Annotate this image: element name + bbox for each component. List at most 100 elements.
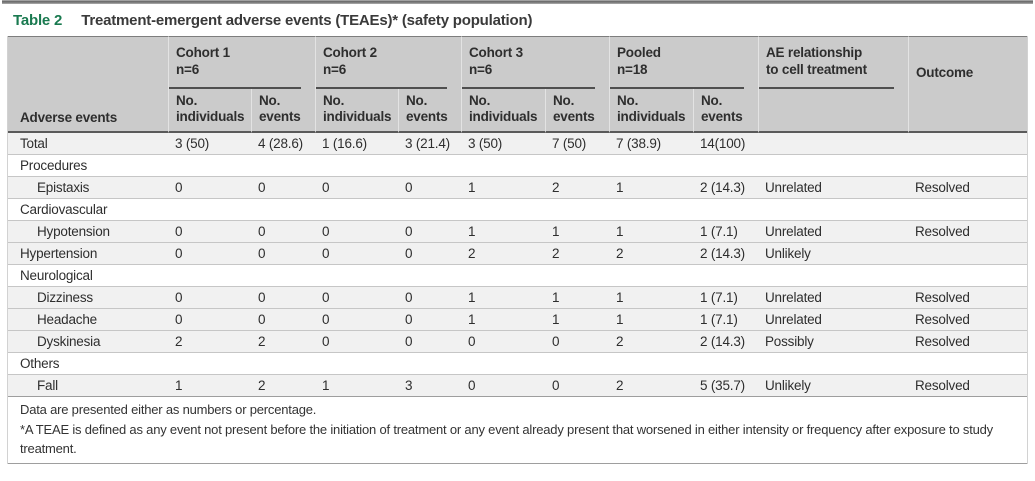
outcome-cell: Resolved	[908, 375, 1027, 397]
cohort-2-n: n=6	[323, 62, 347, 77]
relationship-cell: Unlikely	[758, 375, 908, 397]
value-cell: 14(100)	[693, 133, 758, 155]
value-cell: 0	[251, 221, 315, 243]
value-cell: 1	[168, 375, 251, 397]
value-cell: 0	[461, 331, 545, 353]
relationship-cell: Unlikely	[758, 243, 908, 265]
column-header-c3-events: No. events	[545, 89, 609, 133]
column-header-c1-events: No. events	[251, 89, 315, 133]
value-cell: 0	[398, 309, 461, 331]
value-cell: 5 (35.7)	[693, 375, 758, 397]
value-cell: 2 (14.3)	[693, 331, 758, 353]
cohort-1-name: Cohort 1	[176, 45, 230, 60]
adverse-event-label: Dyskinesia	[8, 331, 168, 353]
pooled-n: n=18	[617, 62, 648, 77]
data-row: Epistaxis 0 0 0 0 1 2 1 2 (14.3) Unrelated Resolve…	[8, 177, 1027, 199]
column-header-pooled-individuals: No. individuals	[609, 89, 693, 133]
outcome-label: Outcome	[916, 65, 974, 80]
value-cell: 1 (7.1)	[693, 287, 758, 309]
column-header-c1-individuals: No. individuals	[168, 89, 251, 133]
value-cell: 1 (7.1)	[693, 221, 758, 243]
value-cell: 1 (7.1)	[693, 309, 758, 331]
value-cell: 3 (50)	[461, 133, 545, 155]
value-cell: 1	[461, 177, 545, 199]
footnote-data-presentation: Data are presented either as numbers or …	[20, 402, 317, 417]
value-cell: 2 (14.3)	[693, 243, 758, 265]
adverse-event-label: Epistaxis	[8, 177, 168, 199]
value-cell: 0	[251, 177, 315, 199]
value-cell: 7 (38.9)	[609, 133, 693, 155]
value-cell: 4 (28.6)	[251, 133, 315, 155]
value-cell: 2	[609, 243, 693, 265]
value-cell: 0	[168, 221, 251, 243]
column-group-cohort-1: Cohort 1 n=6	[168, 36, 315, 89]
adverse-events-label: Adverse events	[20, 110, 118, 125]
outcome-cell: Resolved	[908, 287, 1027, 309]
category-row: Procedures	[8, 155, 1027, 177]
value-cell: 1	[545, 309, 609, 331]
value-cell: 0	[398, 177, 461, 199]
sub-header-row: No. individuals No. events No. individuals …	[8, 89, 1027, 133]
column-group-cohort-3: Cohort 3 n=6	[461, 36, 609, 89]
data-row: Total 3 (50) 4 (28.6) 1 (16.6) 3 (21.4) 3 (50…	[8, 133, 1027, 155]
value-cell: 0	[315, 221, 398, 243]
value-cell: 2	[609, 331, 693, 353]
value-cell: 1	[461, 287, 545, 309]
value-cell: 1	[609, 287, 693, 309]
value-cell: 3 (21.4)	[398, 133, 461, 155]
value-cell: 0	[398, 287, 461, 309]
value-cell: 2	[461, 243, 545, 265]
value-cell: 0	[545, 331, 609, 353]
column-header-c2-events: No. events	[398, 89, 461, 133]
table-footnotes: Data are presented either as numbers or …	[8, 397, 1027, 464]
outcome-cell: Resolved	[908, 309, 1027, 331]
value-cell: 0	[168, 309, 251, 331]
column-group-cohort-2: Cohort 2 n=6	[315, 36, 461, 89]
value-cell: 1	[461, 221, 545, 243]
relationship-cell: Unrelated	[758, 221, 908, 243]
data-row: Fall 1 2 1 3 0 0 2 5 (35.7) Unlikely Resolved	[8, 375, 1027, 397]
value-cell: 2 (14.3)	[693, 177, 758, 199]
outcome-cell	[908, 243, 1027, 265]
value-cell: 0	[315, 287, 398, 309]
column-header-c3-individuals: No. individuals	[461, 89, 545, 133]
cohort-2-name: Cohort 2	[323, 45, 377, 60]
outcome-cell: Resolved	[908, 221, 1027, 243]
value-cell: 0	[168, 177, 251, 199]
relationship-cell: Unrelated	[758, 309, 908, 331]
category-label: Neurological	[8, 265, 1027, 287]
value-cell: 7 (50)	[545, 133, 609, 155]
data-row: Headache 0 0 0 0 1 1 1 1 (7.1) Unrelated Resolved	[8, 309, 1027, 331]
value-cell: 0	[461, 375, 545, 397]
column-header-adverse-events: Adverse events	[8, 36, 168, 133]
value-cell: 1	[545, 287, 609, 309]
category-row: Others	[8, 353, 1027, 375]
data-row: Hypertension 0 0 0 0 2 2 2 2 (14.3) Unlikely	[8, 243, 1027, 265]
value-cell: 0	[251, 309, 315, 331]
data-row: Hypotension 0 0 0 0 1 1 1 1 (7.1) Unrelated Resolv…	[8, 221, 1027, 243]
data-row: Dyskinesia 2 2 0 0 0 0 2 2 (14.3) Possibly Resolve…	[8, 331, 1027, 353]
value-cell: 2	[545, 243, 609, 265]
table-title: Treatment-emergent adverse events (TEAEs…	[81, 11, 533, 29]
adverse-event-label: Dizziness	[8, 287, 168, 309]
adverse-event-label: Hypertension	[8, 243, 168, 265]
value-cell: 2	[609, 375, 693, 397]
category-label: Cardiovascular	[8, 199, 1027, 221]
value-cell: 0	[168, 287, 251, 309]
value-cell: 2	[251, 331, 315, 353]
value-cell: 1 (16.6)	[315, 133, 398, 155]
pooled-name: Pooled	[617, 45, 661, 60]
adverse-event-label: Total	[8, 133, 168, 155]
value-cell: 1	[461, 309, 545, 331]
value-cell: 2	[251, 375, 315, 397]
value-cell: 3 (50)	[168, 133, 251, 155]
column-header-pooled-events: No. events	[693, 89, 758, 133]
relationship-cell	[758, 133, 908, 155]
value-cell: 2	[168, 331, 251, 353]
value-cell: 0	[315, 177, 398, 199]
column-header-outcome: Outcome	[908, 36, 1027, 133]
value-cell: 0	[398, 243, 461, 265]
cohort-3-n: n=6	[469, 62, 493, 77]
outcome-cell	[908, 133, 1027, 155]
